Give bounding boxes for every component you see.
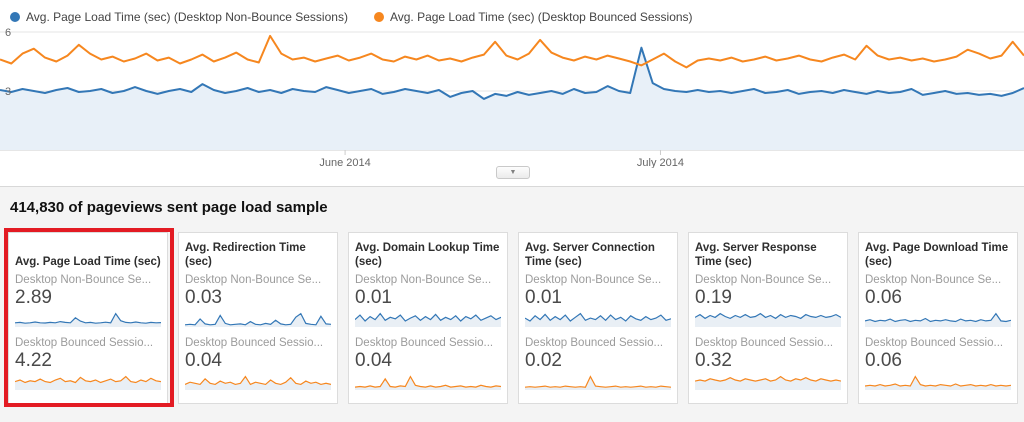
metric-value-nonbounce: 0.01 [525, 287, 562, 308]
metric-card-server-response[interactable]: Avg. Server Response Time (sec) Desktop … [688, 232, 848, 404]
legend-label-nonbounce: Avg. Page Load Time (sec) (Desktop Non-B… [26, 10, 348, 24]
sparkline-nonbounce [185, 312, 331, 327]
card-title: Avg. Redirection Time (sec) [185, 242, 306, 268]
series-label-nonbounce: Desktop Non-Bounce Se... [15, 274, 152, 286]
metric-value-nonbounce: 2.89 [15, 287, 52, 308]
legend-item-bounced[interactable]: Avg. Page Load Time (sec) (Desktop Bounc… [373, 10, 693, 24]
series-label-bounced: Desktop Bounced Sessio... [355, 337, 494, 349]
sparkline-bounced [695, 375, 841, 390]
timeline-collapse-handle[interactable]: ▼ [496, 166, 530, 179]
sparkline-bounced [355, 375, 501, 390]
metric-card-redirection[interactable]: Avg. Redirection Time (sec) Desktop Non-… [178, 232, 338, 404]
legend-label-bounced: Avg. Page Load Time (sec) (Desktop Bounc… [389, 10, 693, 24]
card-title: Avg. Page Load Time (sec) [15, 256, 161, 268]
sparkline-nonbounce [865, 312, 1011, 327]
page-load-sample-section: 414,830 of pageviews sent page load samp… [0, 186, 1024, 422]
sparkline-nonbounce [695, 312, 841, 327]
card-title: Avg. Server Response Time (sec) [695, 242, 817, 268]
chevron-down-icon: ▼ [509, 169, 517, 176]
svg-text:6: 6 [5, 27, 11, 39]
series-label-nonbounce: Desktop Non-Bounce Se... [695, 274, 832, 286]
metric-value-bounced: 0.04 [355, 350, 392, 371]
series-label-bounced: Desktop Bounced Sessio... [695, 337, 834, 349]
card-title: Avg. Domain Lookup Time (sec) [355, 242, 500, 268]
series-label-bounced: Desktop Bounced Sessio... [185, 337, 324, 349]
card-title: Avg. Page Download Time (sec) [865, 242, 1009, 268]
section-title: 414,830 of pageviews sent page load samp… [10, 199, 328, 216]
series-label-nonbounce: Desktop Non-Bounce Se... [525, 274, 662, 286]
series-label-bounced: Desktop Bounced Sessio... [865, 337, 1004, 349]
svg-text:July 2014: July 2014 [637, 157, 684, 168]
metric-value-bounced: 0.32 [695, 350, 732, 371]
metric-value-bounced: 4.22 [15, 350, 52, 371]
metric-value-bounced: 0.02 [525, 350, 562, 371]
metric-cards: Avg. Page Load Time (sec) Desktop Non-Bo… [0, 228, 1024, 407]
series-label-bounced: Desktop Bounced Sessio... [15, 337, 154, 349]
metric-value-nonbounce: 0.03 [185, 287, 222, 308]
metric-card-domain-lookup[interactable]: Avg. Domain Lookup Time (sec) Desktop No… [348, 232, 508, 404]
metric-value-nonbounce: 0.01 [355, 287, 392, 308]
metric-value-nonbounce: 0.06 [865, 287, 902, 308]
sparkline-bounced [15, 375, 161, 390]
sparkline-nonbounce [15, 312, 161, 327]
sparkline-nonbounce [355, 312, 501, 327]
sparkline-bounced [865, 375, 1011, 390]
series-label-nonbounce: Desktop Non-Bounce Se... [865, 274, 1002, 286]
series-label-nonbounce: Desktop Non-Bounce Se... [185, 274, 322, 286]
series-label-bounced: Desktop Bounced Sessio... [525, 337, 664, 349]
metric-card-page-load[interactable]: Avg. Page Load Time (sec) Desktop Non-Bo… [4, 228, 174, 407]
sparkline-bounced [185, 375, 331, 390]
chart-legend: Avg. Page Load Time (sec) (Desktop Non-B… [0, 0, 1024, 26]
metric-card-server-connection[interactable]: Avg. Server Connection Time (sec) Deskto… [518, 232, 678, 404]
sparkline-bounced [525, 375, 671, 390]
svg-text:3: 3 [5, 86, 11, 98]
metric-value-bounced: 0.06 [865, 350, 902, 371]
card-title: Avg. Server Connection Time (sec) [525, 242, 655, 268]
svg-text:June 2014: June 2014 [319, 157, 370, 168]
metric-value-bounced: 0.04 [185, 350, 222, 371]
metric-card-page-download[interactable]: Avg. Page Download Time (sec) Desktop No… [858, 232, 1018, 404]
series-label-nonbounce: Desktop Non-Bounce Se... [355, 274, 492, 286]
timeline-chart[interactable]: 6 3 June 2014 July 2014 [0, 26, 1024, 168]
legend-dot-orange-icon [373, 12, 384, 22]
metric-value-nonbounce: 0.19 [695, 287, 732, 308]
sparkline-nonbounce [525, 312, 671, 327]
legend-dot-blue-icon [10, 12, 20, 22]
legend-item-nonbounce[interactable]: Avg. Page Load Time (sec) (Desktop Non-B… [10, 10, 348, 24]
